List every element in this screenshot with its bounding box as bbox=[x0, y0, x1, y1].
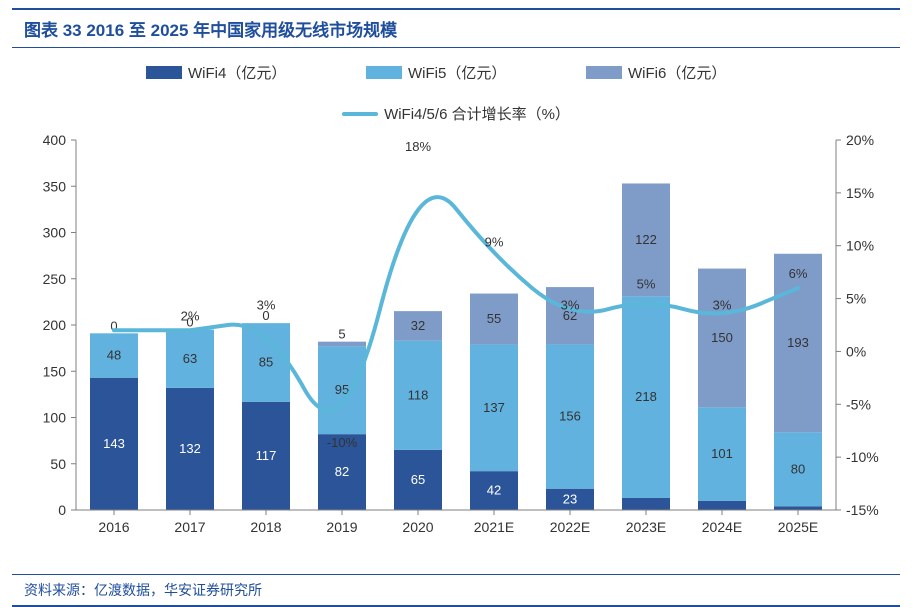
chart-area: 0 50 100 150 200 250 300 350 400 -15% -10% -5% 0% 5% 1… bbox=[20, 130, 892, 570]
chart-svg: 0 50 100 150 200 250 300 350 400 -15% -10% -5% 0% 5% 1… bbox=[20, 130, 892, 570]
svg-text:132: 132 bbox=[179, 441, 201, 456]
svg-text:3%: 3% bbox=[561, 298, 580, 313]
svg-text:2023E: 2023E bbox=[626, 519, 666, 535]
svg-text:32: 32 bbox=[411, 318, 425, 333]
svg-text:150: 150 bbox=[711, 330, 733, 345]
svg-text:63: 63 bbox=[183, 351, 197, 366]
legend-label-wifi6: WiFi6（亿元） bbox=[628, 62, 726, 83]
svg-text:82: 82 bbox=[335, 464, 349, 479]
svg-text:18%: 18% bbox=[405, 139, 431, 154]
svg-text:20%: 20% bbox=[846, 132, 874, 148]
svg-text:400: 400 bbox=[43, 132, 67, 148]
svg-text:117: 117 bbox=[256, 448, 277, 463]
swatch-growth-line bbox=[342, 112, 378, 116]
swatch-wifi5 bbox=[366, 66, 402, 79]
svg-text:218: 218 bbox=[635, 389, 657, 404]
svg-text:5%: 5% bbox=[637, 277, 656, 292]
svg-text:65: 65 bbox=[411, 472, 425, 487]
svg-text:2019: 2019 bbox=[326, 519, 357, 535]
svg-text:193: 193 bbox=[787, 335, 809, 350]
svg-text:3%: 3% bbox=[257, 298, 276, 313]
svg-text:2022E: 2022E bbox=[550, 519, 590, 535]
svg-text:2021E: 2021E bbox=[474, 519, 514, 535]
svg-text:156: 156 bbox=[559, 409, 581, 424]
svg-text:2025E: 2025E bbox=[778, 519, 818, 535]
svg-text:0%: 0% bbox=[846, 343, 866, 359]
svg-text:48: 48 bbox=[107, 348, 121, 363]
svg-text:50: 50 bbox=[50, 456, 66, 472]
svg-text:101: 101 bbox=[711, 446, 733, 461]
svg-text:150: 150 bbox=[43, 363, 67, 379]
legend-label-wifi5: WiFi5（亿元） bbox=[408, 62, 506, 83]
svg-text:100: 100 bbox=[43, 410, 67, 426]
svg-text:118: 118 bbox=[408, 387, 429, 402]
svg-text:-15%: -15% bbox=[846, 502, 879, 518]
svg-text:80: 80 bbox=[791, 461, 805, 476]
svg-text:-10%: -10% bbox=[846, 449, 879, 465]
svg-text:9%: 9% bbox=[485, 234, 504, 249]
legend-label-growth: WiFi4/5/6 合计增长率（%） bbox=[384, 103, 570, 124]
source-text: 资料来源：亿渡数据，华安证券研究所 bbox=[24, 582, 262, 598]
source-bar: 资料来源：亿渡数据，华安证券研究所 bbox=[12, 574, 900, 607]
svg-text:2%: 2% bbox=[181, 308, 200, 323]
svg-text:23: 23 bbox=[563, 491, 577, 506]
chart-title: 图表 33 2016 至 2025 年中国家用级无线市场规模 bbox=[24, 21, 397, 40]
svg-text:5: 5 bbox=[338, 327, 345, 342]
svg-text:42: 42 bbox=[487, 483, 501, 498]
svg-text:2020: 2020 bbox=[402, 519, 433, 535]
svg-text:2024E: 2024E bbox=[702, 519, 742, 535]
swatch-wifi6 bbox=[586, 66, 622, 79]
svg-text:2016: 2016 bbox=[98, 519, 129, 535]
svg-text:55: 55 bbox=[487, 311, 501, 326]
legend-wifi4: WiFi4（亿元） bbox=[146, 62, 326, 83]
svg-text:0: 0 bbox=[58, 502, 66, 518]
legend-label-wifi4: WiFi4（亿元） bbox=[188, 62, 286, 83]
svg-text:5%: 5% bbox=[846, 291, 866, 307]
swatch-wifi4 bbox=[146, 66, 182, 79]
svg-text:15%: 15% bbox=[846, 185, 874, 201]
legend-growth: WiFi4/5/6 合计增长率（%） bbox=[342, 103, 570, 124]
svg-text:6%: 6% bbox=[789, 266, 808, 281]
svg-text:137: 137 bbox=[483, 400, 505, 415]
svg-text:2017: 2017 bbox=[174, 519, 205, 535]
legend-wifi5: WiFi5（亿元） bbox=[366, 62, 546, 83]
chart-title-bar: 图表 33 2016 至 2025 年中国家用级无线市场规模 bbox=[12, 8, 900, 48]
svg-text:-5%: -5% bbox=[846, 396, 871, 412]
svg-text:10%: 10% bbox=[846, 238, 874, 254]
svg-text:350: 350 bbox=[43, 178, 67, 194]
legend: WiFi4（亿元） WiFi5（亿元） WiFi6（亿元） WiFi4/5/6 … bbox=[0, 52, 912, 126]
svg-text:122: 122 bbox=[635, 232, 657, 247]
svg-text:-10%: -10% bbox=[327, 435, 358, 450]
svg-text:85: 85 bbox=[259, 354, 273, 369]
svg-text:3%: 3% bbox=[713, 298, 732, 313]
svg-text:2018: 2018 bbox=[250, 519, 281, 535]
legend-wifi6: WiFi6（亿元） bbox=[586, 62, 766, 83]
svg-text:250: 250 bbox=[43, 271, 67, 287]
svg-text:143: 143 bbox=[103, 436, 125, 451]
svg-text:300: 300 bbox=[43, 225, 67, 241]
svg-text:200: 200 bbox=[43, 317, 67, 333]
